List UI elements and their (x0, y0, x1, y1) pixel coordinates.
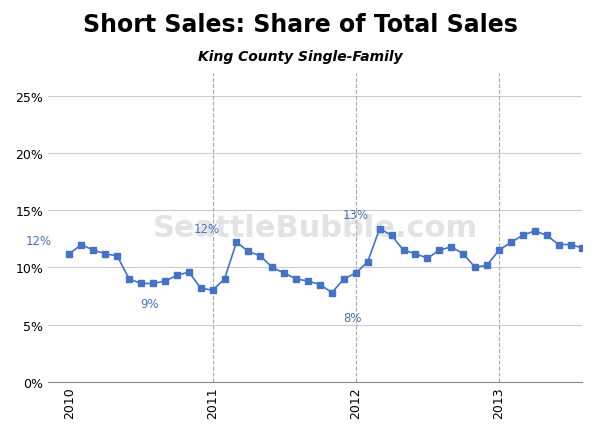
Text: Short Sales: Share of Total Sales: Short Sales: Share of Total Sales (83, 13, 517, 37)
Text: 8%: 8% (343, 311, 362, 324)
Text: King County Single-Family: King County Single-Family (197, 50, 403, 64)
Text: 12%: 12% (26, 234, 52, 247)
Text: 13%: 13% (342, 208, 368, 221)
Text: SeattleBubble.com: SeattleBubble.com (152, 214, 478, 242)
Text: 12%: 12% (193, 223, 220, 236)
Text: 9%: 9% (140, 297, 159, 310)
